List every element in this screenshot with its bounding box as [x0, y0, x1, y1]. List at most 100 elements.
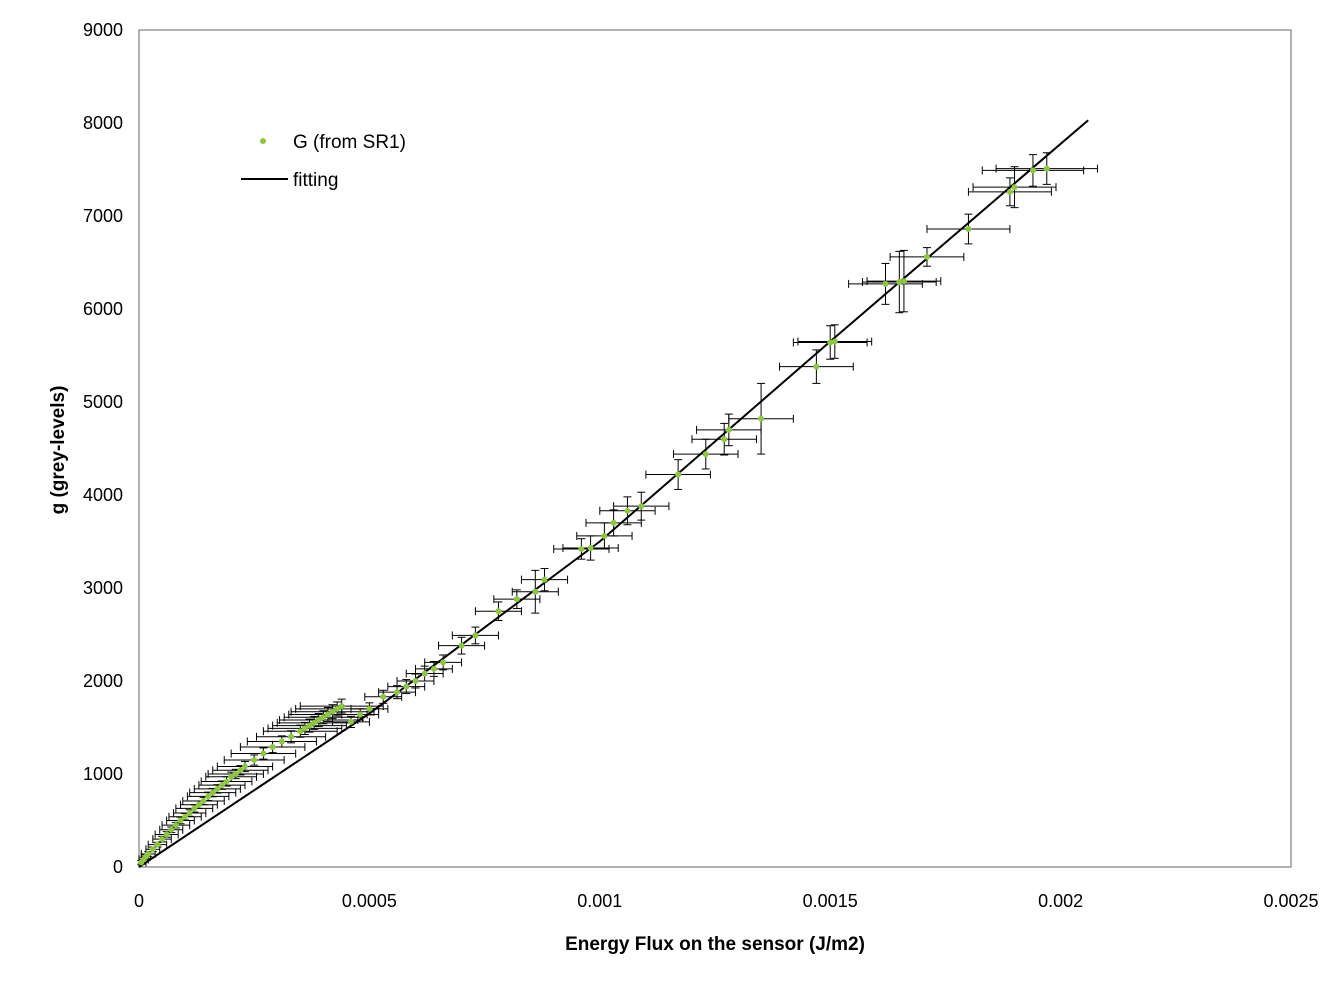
data-point	[610, 519, 617, 526]
y-tick-label: 3000	[83, 578, 123, 598]
y-tick-label: 4000	[83, 485, 123, 505]
fitting-line	[138, 119, 1089, 868]
data-point	[495, 608, 502, 615]
data-point	[163, 831, 170, 838]
data-point	[315, 717, 322, 724]
data-point	[154, 841, 161, 848]
data-point	[145, 850, 152, 857]
legend-label-fitting: fitting	[293, 170, 338, 191]
data-point	[223, 778, 230, 785]
data-point	[702, 451, 709, 458]
plot-frame	[138, 29, 1292, 868]
data-point	[301, 725, 308, 732]
data-point	[532, 588, 539, 595]
data-point	[421, 670, 428, 677]
y-axis-title: g (grey-levels)	[48, 386, 69, 515]
data-point	[172, 822, 179, 829]
data-point	[513, 596, 520, 603]
data-point	[366, 705, 373, 712]
data-point	[923, 253, 930, 260]
x-tick-label: 0.002	[1038, 891, 1083, 911]
data-point	[334, 705, 341, 712]
data-point	[214, 785, 221, 792]
y-tick-label: 9000	[83, 20, 123, 40]
legend: G (from SR1) fitting	[241, 132, 406, 191]
data-point	[721, 436, 728, 443]
data-point	[601, 532, 608, 539]
data-point	[182, 813, 189, 820]
data-point	[624, 507, 631, 514]
data-points	[138, 165, 1050, 866]
data-point	[149, 846, 156, 853]
y-tick-label: 2000	[83, 671, 123, 691]
data-point	[191, 805, 198, 812]
data-point	[324, 711, 331, 718]
y-tick-label: 8000	[83, 113, 123, 133]
data-point	[1043, 165, 1050, 172]
data-point	[218, 782, 225, 789]
data-point	[638, 503, 645, 510]
data-point	[200, 797, 207, 804]
x-tick-label: 0.001	[577, 891, 622, 911]
data-point	[338, 703, 345, 710]
data-point	[288, 733, 295, 740]
data-point	[412, 678, 419, 684]
data-point	[827, 339, 834, 346]
data-point	[1011, 184, 1018, 191]
data-point	[541, 576, 548, 583]
data-point	[260, 750, 267, 757]
data-point	[725, 426, 732, 433]
data-point	[882, 280, 889, 287]
data-point	[320, 714, 327, 721]
data-point	[297, 728, 304, 735]
error-bars	[137, 152, 1098, 867]
data-point	[675, 471, 682, 478]
data-point	[1029, 167, 1036, 174]
data-point	[813, 363, 820, 370]
data-point	[896, 279, 903, 286]
data-point	[831, 338, 838, 345]
legend-label-points: G (from SR1)	[293, 132, 406, 153]
data-point	[357, 711, 364, 718]
x-axis-title: Energy Flux on the sensor (J/m2)	[565, 934, 865, 955]
data-point	[195, 801, 202, 808]
x-tick-label: 0.0015	[803, 891, 858, 911]
data-point	[168, 826, 175, 833]
data-point	[347, 718, 354, 725]
data-point	[232, 771, 239, 777]
data-point	[1006, 188, 1013, 195]
x-tick-label: 0.0025	[1263, 891, 1318, 911]
x-tick-label: 0	[134, 891, 144, 911]
data-point	[430, 665, 437, 672]
data-point	[394, 689, 401, 696]
y-tick-label: 1000	[83, 764, 123, 784]
data-point	[472, 632, 479, 639]
data-point	[186, 810, 193, 817]
y-tick-label: 7000	[83, 206, 123, 226]
data-point	[587, 545, 594, 552]
data-point	[311, 719, 318, 726]
data-point	[758, 415, 765, 422]
data-point	[306, 722, 313, 729]
data-point	[440, 659, 447, 666]
data-point	[177, 817, 184, 824]
data-point	[159, 836, 166, 843]
y-tick-label: 0	[113, 857, 123, 877]
data-point	[578, 545, 585, 552]
data-point	[237, 767, 244, 774]
data-point	[205, 793, 212, 800]
data-point	[278, 738, 285, 745]
data-point	[403, 683, 410, 690]
data-point	[900, 278, 907, 285]
y-axis-ticks: 0 1000 2000 3000 4000 5000 6000 7000 8000 9000	[83, 20, 123, 877]
data-point	[458, 642, 465, 649]
data-point	[251, 757, 258, 764]
data-point	[241, 763, 248, 770]
data-point	[209, 789, 216, 796]
data-point	[329, 708, 336, 715]
data-point	[380, 693, 387, 700]
data-point	[228, 773, 235, 780]
data-point	[269, 744, 276, 751]
y-tick-label: 6000	[83, 299, 123, 319]
